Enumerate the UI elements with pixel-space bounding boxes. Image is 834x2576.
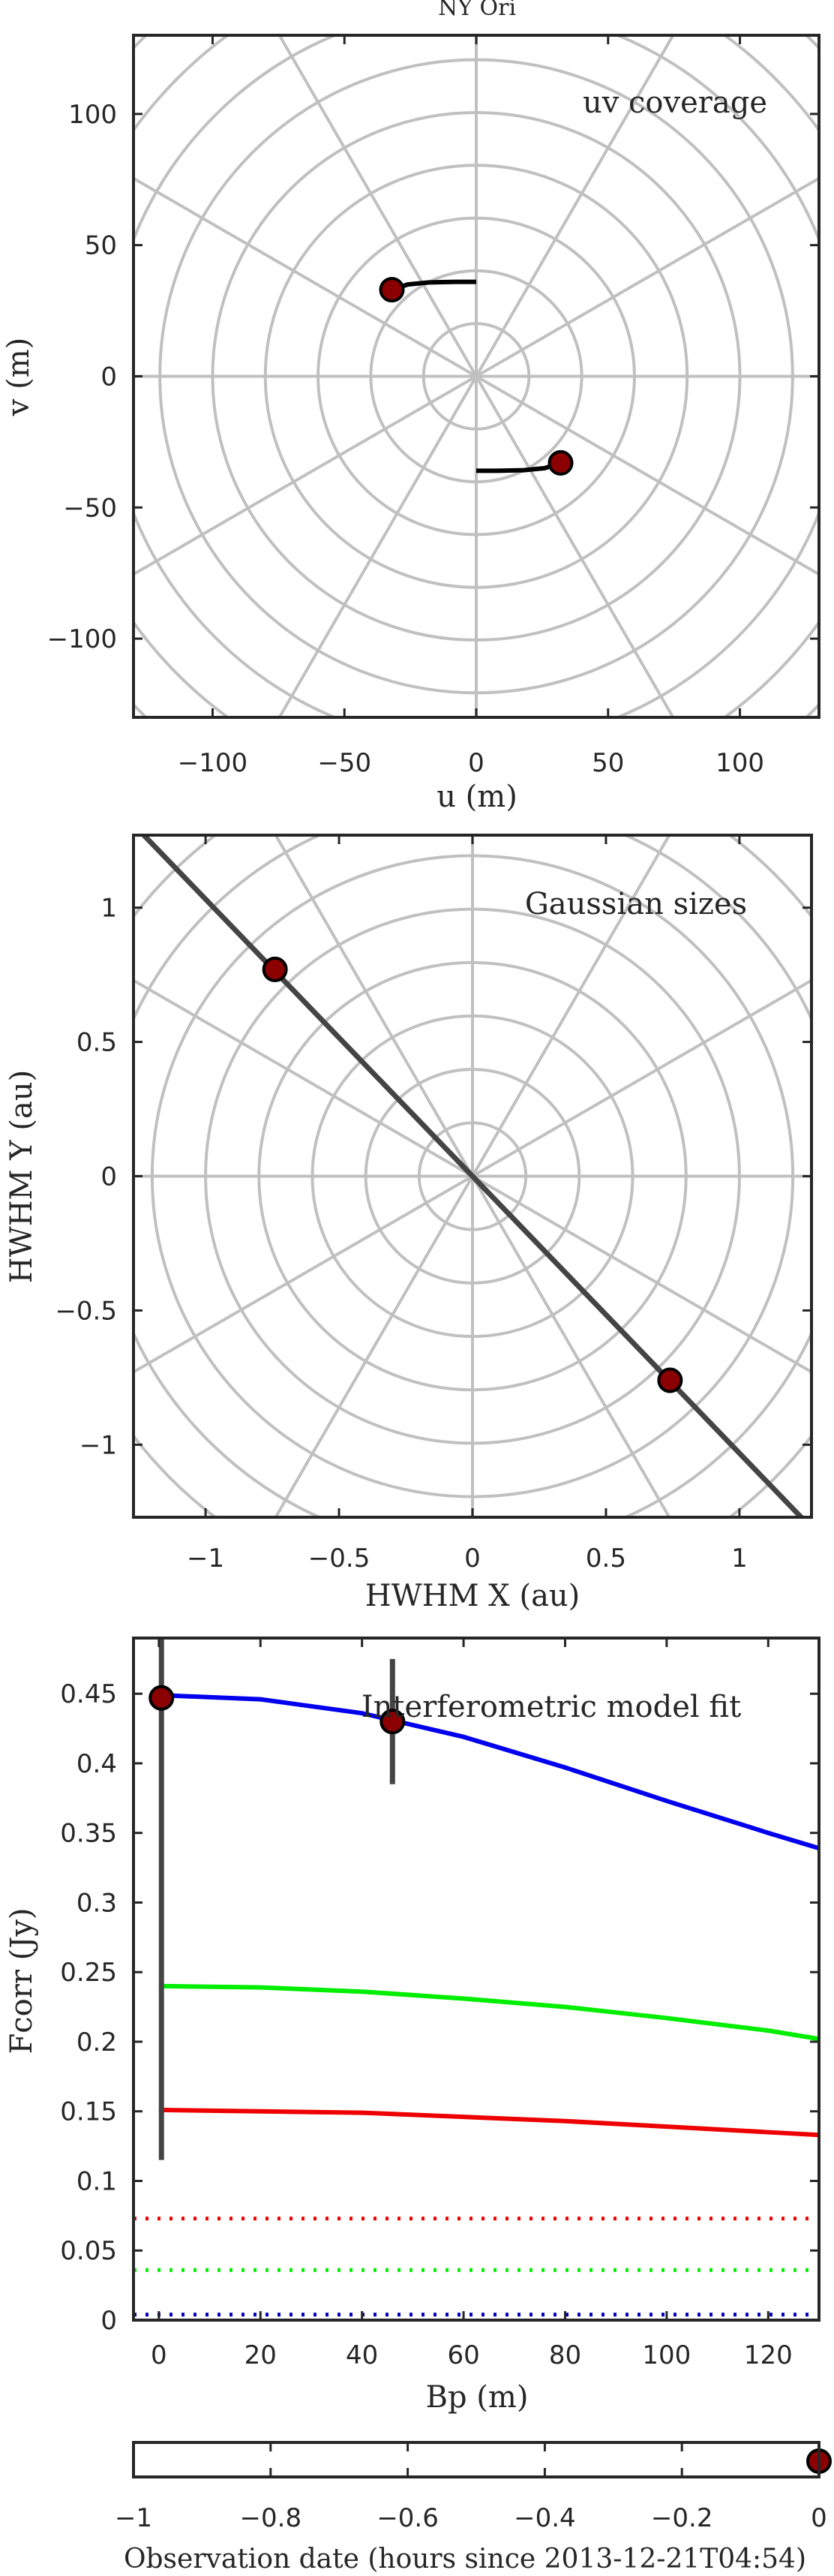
fit-model-curve (158, 1983, 819, 2042)
sizes-ytick-label: 1 (100, 894, 117, 924)
fit-xtick-label: 40 (346, 2340, 378, 2370)
fit-axes-frame (132, 1637, 820, 2322)
fit-ytick-label: 0.25 (60, 1958, 117, 1988)
fit-point (148, 1685, 175, 1711)
time-xtick-label: −1 (115, 2503, 152, 2533)
sizes-xlabel: HWHM X (au) (365, 1579, 580, 1613)
uv-ytick-label: 100 (68, 100, 117, 130)
fit-xtick-label: 60 (447, 2340, 479, 2370)
fit-xtick-label: 80 (549, 2340, 581, 2370)
fit-model-curve (158, 1693, 819, 1850)
sizes-xtick-label: −1 (187, 1543, 224, 1574)
time-xtick-label: −0.2 (651, 2503, 713, 2533)
sizes-ytick-label: −0.5 (55, 1296, 117, 1326)
uv-point (379, 277, 405, 303)
sizes-ytick-label: 0.5 (76, 1028, 117, 1058)
uv-xtick-label: −100 (178, 748, 248, 778)
uv-ytick-label: −50 (63, 493, 117, 523)
fit-xlabel: Bp (m) (426, 2380, 529, 2415)
fit-ylabel: Fcorr (Jy) (4, 1907, 39, 2054)
time-xlabel: Observation date (hours since 2013-12-21… (124, 2544, 806, 2574)
sizes-grid-spoke (274, 835, 671, 1517)
sizes-title: Gaussian sizes (525, 887, 747, 921)
sizes-ytick-label: 0 (100, 1162, 117, 1192)
uv-xlabel: u (m) (436, 780, 518, 814)
fit-ytick-label: 0 (100, 2306, 117, 2336)
time-xtick-label: −0.4 (514, 2503, 576, 2533)
fit-xtick-label: 0 (151, 2340, 167, 2370)
fit-model-curve (158, 2107, 819, 2138)
sizes-grid-spoke (274, 835, 671, 1517)
time-xtick-label: −0.8 (240, 2503, 302, 2533)
sizes-xtick-label: −0.5 (308, 1543, 370, 1574)
fit-ytick-label: 0.45 (60, 1679, 117, 1709)
fit-title: Interferometric model fit (362, 1690, 741, 1724)
fit-xtick-label: 100 (642, 2340, 691, 2370)
uv-ytick-label: −100 (47, 624, 117, 654)
sizes-xtick-label: 1 (731, 1543, 748, 1574)
sizes-xtick-label: 0.5 (586, 1543, 626, 1574)
fit-xtick-label: 120 (744, 2340, 793, 2370)
model-fit-panel: 0 20 40 60 80 100 120 0 0.05 0.1 0.15 0.2 0.25 0.3 0.3… (4, 1637, 820, 2415)
uv-grid-circle (134, 35, 819, 717)
fit-ytick-label: 0.15 (60, 2097, 117, 2127)
uv-ylabel: v (m) (2, 338, 36, 416)
sizes-orientation-line (140, 835, 806, 1517)
uv-title: uv coverage (583, 86, 767, 120)
fit-ytick-label: 0.2 (76, 2027, 117, 2057)
fit-ytick-label: 0.4 (76, 1749, 117, 1779)
sizes-xtick-label: 0 (464, 1543, 481, 1574)
observation-date-panel: −1 −0.8 −0.6 −0.4 −0.2 0 Observation date (ho… (115, 2441, 832, 2574)
fit-ytick-label: 0.3 (76, 1888, 117, 1918)
sizes-point (657, 1367, 683, 1393)
figure-title: NY Ori (438, 0, 516, 21)
sizes-point (262, 956, 288, 982)
uv-grid-spoke (134, 176, 819, 576)
uv-xtick-label: −50 (317, 748, 371, 778)
fit-ytick-label: 0.05 (60, 2236, 117, 2266)
sizes-ylabel: HWHM Y (au) (4, 1070, 39, 1284)
uv-xtick-label: 0 (468, 748, 484, 778)
time-xtick-label: 0 (811, 2503, 827, 2533)
fit-ytick-label: 0.35 (60, 1819, 117, 1849)
sizes-ytick-label: −1 (80, 1430, 117, 1460)
uv-grid-spoke (134, 176, 819, 576)
fit-ytick-label: 0.1 (76, 2166, 117, 2196)
uv-coverage-panel: −100 −50 0 50 100 −100 −50 0 50 100 uv coverage u… (2, 34, 820, 814)
fit-point (380, 1709, 406, 1735)
time-axes-frame (132, 2441, 820, 2478)
uv-ytick-label: 0 (100, 362, 117, 392)
fit-xtick-label: 20 (244, 2340, 277, 2370)
time-xtick-label: −0.6 (376, 2503, 439, 2533)
uv-point (548, 449, 574, 476)
uv-ytick-label: 50 (85, 231, 117, 261)
uv-xtick-label: 100 (716, 748, 764, 778)
uv-xtick-label: 50 (592, 748, 624, 778)
